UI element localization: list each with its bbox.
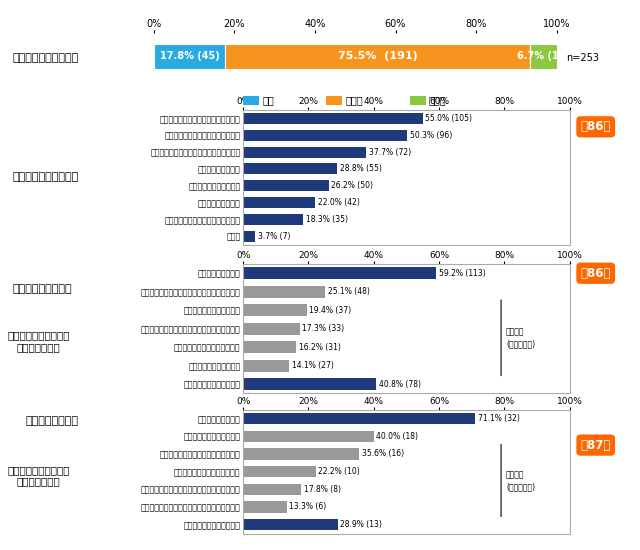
Bar bbox=[243, 431, 374, 442]
Bar bbox=[243, 285, 325, 298]
Bar bbox=[243, 323, 300, 334]
Bar bbox=[225, 43, 530, 69]
Bar bbox=[243, 113, 423, 124]
Text: 徒歩避難者の場合: 徒歩避難者の場合 bbox=[26, 416, 79, 426]
Bar bbox=[243, 267, 436, 279]
Text: n=253: n=253 bbox=[566, 53, 600, 63]
Bar bbox=[243, 163, 337, 174]
Bar bbox=[154, 43, 225, 69]
Text: 自動車: 自動車 bbox=[346, 95, 364, 105]
Text: 3.7% (7): 3.7% (7) bbox=[258, 232, 291, 241]
Bar bbox=[243, 147, 366, 158]
Text: 28.8% (55): 28.8% (55) bbox=[340, 164, 381, 173]
Text: 13.3% (6): 13.3% (6) bbox=[289, 503, 326, 512]
Text: 立退き避難の移動手段: 立退き避難の移動手段 bbox=[13, 53, 79, 63]
Bar bbox=[243, 197, 315, 208]
Text: 35.6% (16): 35.6% (16) bbox=[362, 449, 404, 459]
Bar bbox=[243, 501, 287, 513]
Text: 17.3% (33): 17.3% (33) bbox=[302, 324, 344, 333]
Text: 避難する途中で危険な
ことはあったか: 避難する途中で危険な ことはあったか bbox=[7, 330, 70, 352]
Bar bbox=[243, 466, 316, 477]
Text: 75.5%  (191): 75.5% (191) bbox=[338, 51, 417, 62]
Text: 16.2% (31): 16.2% (31) bbox=[299, 343, 340, 351]
Bar bbox=[243, 483, 301, 495]
Text: 40.0% (18): 40.0% (18) bbox=[376, 432, 419, 441]
Bar bbox=[243, 413, 476, 425]
Text: 上位回答
(複数回答可): 上位回答 (複数回答可) bbox=[506, 327, 535, 348]
Text: 28.9% (13): 28.9% (13) bbox=[340, 520, 382, 529]
Bar bbox=[243, 519, 337, 530]
Text: 約87割: 約87割 bbox=[580, 438, 611, 452]
Bar bbox=[243, 130, 408, 141]
Bar bbox=[243, 231, 255, 242]
Text: 26.2% (50): 26.2% (50) bbox=[332, 182, 373, 190]
Text: 25.1% (48): 25.1% (48) bbox=[328, 287, 370, 296]
Text: 59.2% (113): 59.2% (113) bbox=[439, 269, 486, 278]
Text: 避難する途中で危険な
ことはあったか: 避難する途中で危険な ことはあったか bbox=[7, 465, 70, 487]
Text: 19.4% (37): 19.4% (37) bbox=[309, 306, 351, 315]
Text: 17.8% (45): 17.8% (45) bbox=[159, 51, 220, 62]
Text: 17.8% (8): 17.8% (8) bbox=[304, 485, 341, 494]
Text: 22.2% (10): 22.2% (10) bbox=[318, 467, 360, 476]
Bar bbox=[243, 378, 376, 390]
Text: 22.0% (42): 22.0% (42) bbox=[317, 198, 360, 207]
Text: 上位回答
(複数回答可): 上位回答 (複数回答可) bbox=[506, 470, 535, 491]
Text: 55.0% (105): 55.0% (105) bbox=[426, 114, 472, 123]
Text: 6.7% (17): 6.7% (17) bbox=[517, 51, 570, 62]
Bar bbox=[243, 304, 307, 316]
Bar bbox=[530, 43, 557, 69]
Bar bbox=[243, 214, 303, 225]
Text: 50.3% (96): 50.3% (96) bbox=[410, 131, 452, 140]
Text: 37.7% (72): 37.7% (72) bbox=[369, 147, 411, 157]
Text: その他: その他 bbox=[429, 95, 447, 105]
Text: 約86割: 約86割 bbox=[580, 120, 611, 133]
Bar bbox=[243, 448, 360, 460]
Text: なぜ自動車を選んだか: なぜ自動車を選んだか bbox=[13, 172, 79, 182]
Text: 約86割: 約86割 bbox=[580, 267, 611, 280]
Bar bbox=[243, 180, 329, 191]
Text: 徒歩: 徒歩 bbox=[262, 95, 274, 105]
Text: 40.8% (78): 40.8% (78) bbox=[379, 379, 421, 388]
Text: 14.1% (27): 14.1% (27) bbox=[292, 361, 333, 370]
Text: 71.1% (32): 71.1% (32) bbox=[478, 414, 520, 423]
Text: 自動車避難者の場合: 自動車避難者の場合 bbox=[13, 284, 72, 294]
Text: 18.3% (35): 18.3% (35) bbox=[305, 215, 348, 224]
Bar bbox=[243, 341, 296, 353]
Bar bbox=[243, 360, 289, 372]
